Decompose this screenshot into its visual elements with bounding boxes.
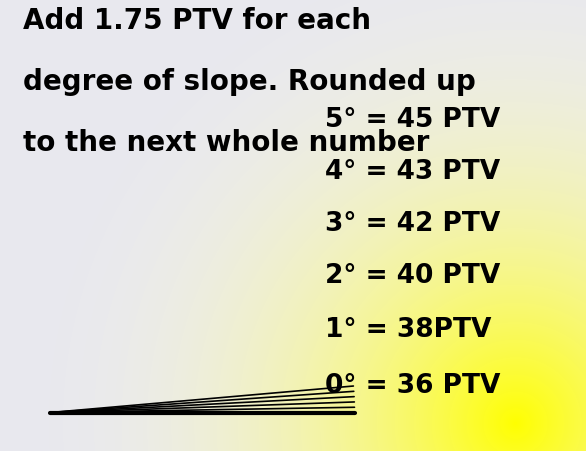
Text: 4° = 43 PTV: 4° = 43 PTV: [325, 158, 500, 184]
Text: 3° = 42 PTV: 3° = 42 PTV: [325, 210, 500, 236]
Text: to the next whole number: to the next whole number: [23, 129, 430, 156]
Text: Add 1.75 PTV for each: Add 1.75 PTV for each: [23, 7, 372, 35]
Text: 1° = 38PTV: 1° = 38PTV: [325, 316, 492, 342]
Text: degree of slope. Rounded up: degree of slope. Rounded up: [23, 68, 476, 96]
Text: 2° = 40 PTV: 2° = 40 PTV: [325, 262, 500, 288]
Text: 5° = 45 PTV: 5° = 45 PTV: [325, 106, 500, 133]
Text: 0° = 36 PTV: 0° = 36 PTV: [325, 373, 500, 399]
